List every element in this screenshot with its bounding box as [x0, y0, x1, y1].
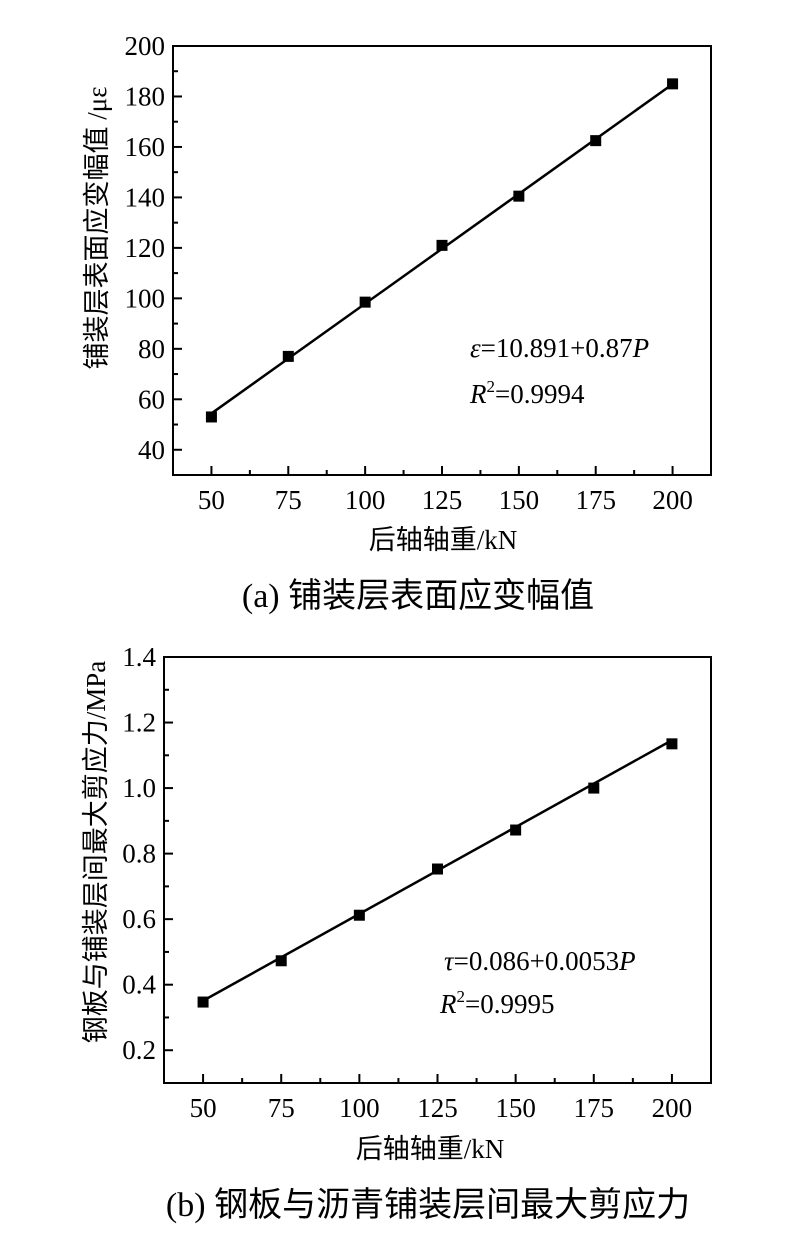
x-tick-label: 175 — [574, 1093, 615, 1123]
y-tick-label: 120 — [125, 233, 166, 263]
chart-a: 50 75 100 125 150 175 200 40 60 80 100 120 140 160 18… — [82, 31, 712, 615]
data-point — [436, 239, 448, 251]
data-point — [510, 824, 522, 836]
data-point — [588, 782, 600, 794]
x-tick-label: 100 — [339, 1093, 380, 1123]
x-tick-label: 175 — [575, 485, 616, 515]
chart-a-r2-value: =0.9994 — [495, 379, 585, 409]
data-point — [513, 190, 525, 202]
data-point — [197, 996, 209, 1008]
y-tick-label: 40 — [138, 435, 165, 465]
chart-a-fit-equation: ε=10.891+0.87P — [470, 333, 649, 363]
x-tick-label: 75 — [268, 1093, 295, 1123]
chart-a-eq-p: P — [632, 333, 650, 363]
chart-a-x-axis-label: 后轴轴重/kN — [369, 525, 518, 555]
chart-a-eq-rhs: =10.891+0.87 — [481, 333, 633, 363]
data-point — [359, 296, 371, 308]
chart-a-y-ticks: 40 60 80 100 120 140 160 180 200 — [125, 31, 182, 476]
data-point — [205, 411, 217, 423]
chart-b-caption: (b) 钢板与沥青铺装层间最大剪应力 — [166, 1186, 690, 1224]
chart-b-eq-var: τ — [444, 946, 455, 976]
y-tick-label: 200 — [125, 31, 166, 61]
chart-a-x-ticks: 50 75 100 125 150 175 200 — [198, 466, 693, 515]
chart-b-points — [197, 738, 678, 1008]
y-tick-label: 0.4 — [122, 970, 156, 1000]
y-tick-label: 100 — [125, 283, 166, 313]
x-tick-label: 50 — [190, 1093, 217, 1123]
chart-b-r2-r: R — [439, 989, 457, 1019]
x-tick-label: 75 — [275, 485, 302, 515]
chart-b: 50 75 100 125 150 175 200 0.2 0.4 0.6 0.8 1.0 1.2 1.… — [81, 642, 712, 1224]
chart-b-r2-value: =0.9995 — [465, 989, 554, 1019]
y-tick-label: 0.2 — [122, 1035, 156, 1065]
chart-b-r2-sup: 2 — [457, 987, 466, 1006]
y-tick-label: 180 — [125, 81, 166, 111]
data-point — [432, 863, 443, 875]
x-tick-label: 150 — [495, 1093, 536, 1123]
x-tick-label: 125 — [417, 1093, 458, 1123]
data-point — [275, 955, 287, 967]
chart-a-r2-sup: 2 — [487, 377, 496, 396]
chart-a-eq-var: ε — [470, 333, 481, 363]
data-point — [353, 909, 365, 921]
x-tick-label: 150 — [499, 485, 540, 515]
x-tick-label: 125 — [422, 485, 463, 515]
chart-b-y-ticks: 0.2 0.4 0.6 0.8 1.0 1.2 1.4 — [122, 642, 173, 1084]
chart-a-y-axis-label: 铺装层表面应变幅值 /με — [82, 86, 112, 369]
x-tick-label: 200 — [652, 1093, 693, 1123]
data-point — [282, 350, 294, 362]
y-tick-label: 140 — [125, 182, 166, 212]
chart-a-plot-frame — [172, 45, 712, 476]
y-tick-label: 0.8 — [122, 839, 156, 869]
chart-b-r2: R2=0.9995 — [439, 987, 554, 1019]
y-tick-label: 80 — [138, 334, 165, 364]
y-tick-label: 1.4 — [122, 642, 156, 672]
chart-b-x-ticks: 50 75 100 125 150 175 200 — [190, 1074, 693, 1123]
y-tick-label: 1.0 — [122, 773, 156, 803]
x-tick-label: 100 — [345, 485, 386, 515]
chart-b-fit-equation: τ=0.086+0.0053P — [444, 946, 636, 976]
chart-b-y-axis-label: 钢板与铺装层间最大剪应力/MPa — [81, 661, 111, 1044]
x-tick-label: 50 — [198, 485, 225, 515]
y-tick-label: 60 — [138, 384, 165, 414]
y-tick-label: 1.2 — [122, 708, 156, 738]
chart-a-r2: R2=0.9994 — [469, 377, 585, 409]
data-point — [590, 135, 602, 147]
data-point — [666, 738, 678, 750]
chart-b-eq-rhs: =0.086+0.0053 — [454, 946, 619, 976]
chart-b-eq-p: P — [618, 946, 636, 976]
data-point — [667, 78, 679, 90]
chart-b-x-axis-label: 后轴轴重/kN — [356, 1134, 505, 1164]
y-tick-label: 160 — [125, 132, 166, 162]
x-tick-label: 200 — [652, 485, 693, 515]
y-tick-label: 0.6 — [122, 904, 156, 934]
chart-a-r2-r: R — [469, 379, 487, 409]
chart-a-points — [205, 78, 679, 423]
chart-a-caption: (a) 铺装层表面应变幅值 — [242, 577, 594, 615]
